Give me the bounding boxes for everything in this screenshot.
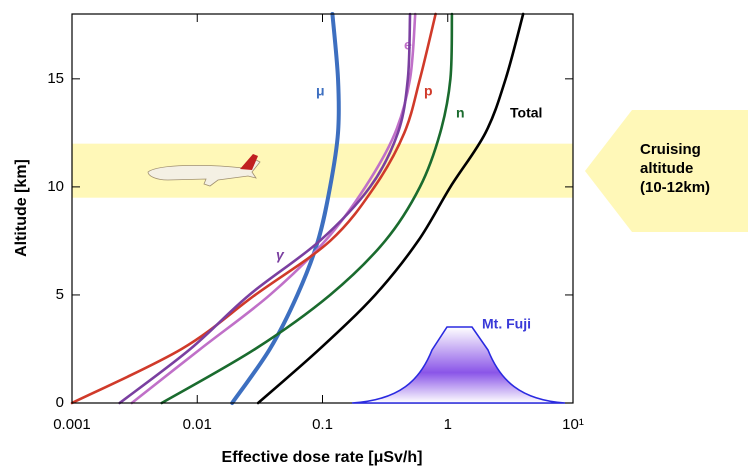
plot-frame bbox=[71, 13, 574, 404]
y-tick-label: 10 bbox=[47, 178, 64, 195]
mt-fuji bbox=[351, 326, 566, 404]
series-line bbox=[130, 12, 417, 405]
x-tick-label: 10¹ bbox=[562, 416, 584, 433]
series-line bbox=[118, 12, 412, 405]
x-tick-label: 0.001 bbox=[53, 416, 91, 433]
series-label: n bbox=[456, 105, 465, 121]
cruise-label: Cruising bbox=[640, 141, 701, 158]
x-tick-label: 1 bbox=[444, 416, 452, 433]
series-line bbox=[160, 12, 454, 405]
y-tick-label: 5 bbox=[56, 286, 64, 303]
cruise-arrow bbox=[585, 110, 748, 232]
x-tick-label: 0.1 bbox=[312, 416, 333, 433]
series-label: e bbox=[404, 37, 412, 53]
fuji-label: Mt. Fuji bbox=[482, 316, 531, 332]
y-axis-title: Altitude [km] bbox=[13, 159, 30, 257]
series-line bbox=[256, 12, 525, 405]
series-line bbox=[230, 12, 341, 405]
x-tick-label: 0.01 bbox=[183, 416, 212, 433]
cruise-label: altitude bbox=[640, 160, 693, 177]
series-label: p bbox=[424, 83, 433, 99]
series-label: γ bbox=[276, 247, 285, 263]
y-tick-label: 0 bbox=[56, 394, 64, 411]
series-label: μ bbox=[316, 83, 325, 99]
cruise-label: (10-12km) bbox=[640, 179, 710, 196]
series-label: Total bbox=[510, 105, 542, 121]
series-line bbox=[70, 12, 437, 405]
airplane bbox=[147, 154, 261, 187]
y-tick-label: 15 bbox=[47, 70, 64, 87]
cruise-band bbox=[72, 143, 573, 198]
x-axis-title: Effective dose rate [μSv/h] bbox=[222, 449, 423, 466]
